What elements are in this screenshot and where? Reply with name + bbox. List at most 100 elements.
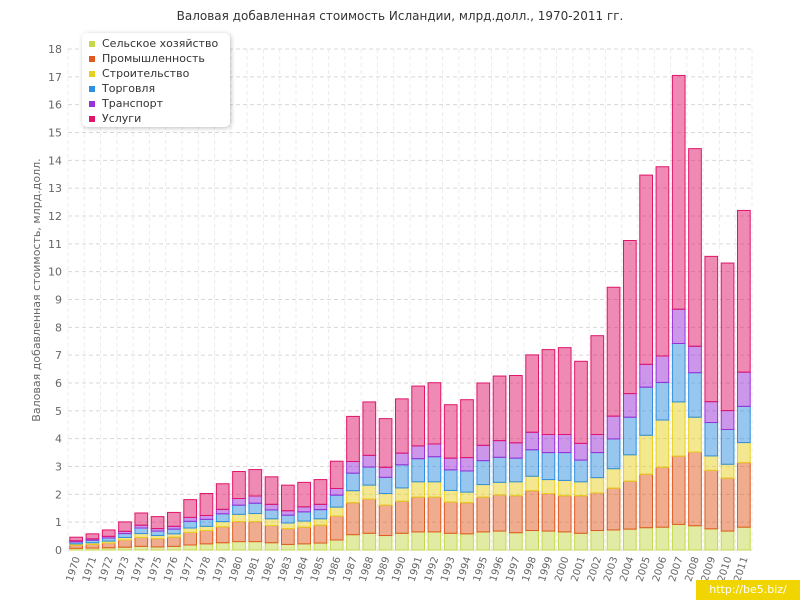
bar-1982-series-1[interactable] bbox=[264, 525, 279, 544]
bar-1992-series-4[interactable] bbox=[427, 443, 442, 458]
bar-2009-series-1[interactable] bbox=[704, 469, 719, 530]
bar-1976-series-0[interactable] bbox=[167, 545, 181, 551]
bar-1985-series-5[interactable] bbox=[313, 479, 328, 505]
bar-2000-series-0[interactable] bbox=[557, 531, 572, 551]
bar-1978-series-2[interactable] bbox=[199, 525, 214, 532]
bar-2006-series-4[interactable] bbox=[655, 355, 670, 383]
bar-1974-series-5[interactable] bbox=[134, 512, 149, 526]
bar-1988-series-0[interactable] bbox=[362, 532, 377, 551]
bar-1984-series-4[interactable] bbox=[297, 506, 311, 513]
bar-1989-series-1[interactable] bbox=[378, 504, 393, 537]
bar-1979-series-2[interactable] bbox=[215, 521, 230, 528]
bar-1990-series-5[interactable] bbox=[395, 398, 409, 454]
bar-1973-series-1[interactable] bbox=[118, 539, 132, 548]
bar-1988-series-2[interactable] bbox=[362, 484, 377, 500]
bar-1983-series-1[interactable] bbox=[281, 528, 295, 545]
bar-1976-series-5[interactable] bbox=[167, 511, 181, 527]
bar-2007-series-1[interactable] bbox=[671, 455, 686, 525]
bar-1974-series-3[interactable] bbox=[134, 527, 149, 535]
bar-1996-series-0[interactable] bbox=[492, 530, 507, 551]
bar-1980-series-2[interactable] bbox=[232, 513, 246, 523]
bar-2004-series-2[interactable] bbox=[623, 454, 637, 482]
bar-1984-series-5[interactable] bbox=[297, 481, 311, 508]
bar-1987-series-4[interactable] bbox=[346, 460, 360, 474]
bar-2010-series-2[interactable] bbox=[720, 463, 735, 479]
bar-1989-series-0[interactable] bbox=[378, 535, 393, 551]
bar-1972-series-1[interactable] bbox=[101, 542, 116, 549]
bar-1987-series-5[interactable] bbox=[346, 415, 360, 462]
bar-2009-series-0[interactable] bbox=[704, 528, 719, 551]
bar-2008-series-4[interactable] bbox=[688, 345, 702, 374]
bar-2002-series-1[interactable] bbox=[590, 492, 605, 532]
bar-1991-series-3[interactable] bbox=[411, 458, 425, 483]
bar-1991-series-5[interactable] bbox=[411, 385, 425, 447]
bar-1995-series-5[interactable] bbox=[476, 382, 491, 446]
bar-2010-series-3[interactable] bbox=[720, 428, 735, 465]
bar-2007-series-4[interactable] bbox=[671, 308, 686, 344]
bar-1990-series-3[interactable] bbox=[395, 464, 409, 489]
bar-1990-series-4[interactable] bbox=[395, 452, 409, 466]
bar-1994-series-5[interactable] bbox=[460, 399, 474, 459]
bar-2010-series-5[interactable] bbox=[720, 262, 735, 412]
bar-1979-series-1[interactable] bbox=[215, 526, 230, 544]
bar-2003-series-2[interactable] bbox=[606, 468, 621, 489]
bar-1978-series-5[interactable] bbox=[199, 492, 214, 516]
bar-1997-series-4[interactable] bbox=[509, 442, 523, 459]
bar-2004-series-0[interactable] bbox=[623, 528, 637, 551]
bar-2009-series-5[interactable] bbox=[704, 255, 719, 403]
bar-1976-series-3[interactable] bbox=[167, 528, 181, 535]
bar-2007-series-5[interactable] bbox=[671, 74, 686, 310]
bar-1986-series-3[interactable] bbox=[329, 494, 344, 508]
bar-1994-series-3[interactable] bbox=[460, 470, 474, 493]
bar-2009-series-2[interactable] bbox=[704, 455, 719, 471]
bar-1988-series-1[interactable] bbox=[362, 498, 377, 534]
bar-1989-series-2[interactable] bbox=[378, 492, 393, 506]
bar-1973-series-3[interactable] bbox=[118, 533, 132, 538]
bar-2007-series-3[interactable] bbox=[671, 342, 686, 403]
bar-1985-series-4[interactable] bbox=[313, 503, 328, 511]
bar-1994-series-4[interactable] bbox=[460, 457, 474, 472]
bar-2000-series-2[interactable] bbox=[557, 479, 572, 497]
bar-1983-series-3[interactable] bbox=[281, 514, 295, 524]
bar-1990-series-1[interactable] bbox=[395, 500, 409, 534]
bar-1985-series-2[interactable] bbox=[313, 518, 328, 526]
bar-1995-series-3[interactable] bbox=[476, 460, 491, 486]
bar-1972-series-5[interactable] bbox=[101, 529, 116, 537]
bar-2006-series-3[interactable] bbox=[655, 381, 670, 421]
bar-1989-series-5[interactable] bbox=[378, 418, 393, 468]
bar-2003-series-1[interactable] bbox=[606, 487, 621, 531]
bar-2006-series-0[interactable] bbox=[655, 526, 670, 551]
bar-1986-series-2[interactable] bbox=[329, 506, 344, 517]
bar-1996-series-4[interactable] bbox=[492, 440, 507, 458]
bar-1993-series-5[interactable] bbox=[443, 404, 458, 459]
bar-2000-series-1[interactable] bbox=[557, 495, 572, 533]
bar-2005-series-0[interactable] bbox=[639, 527, 653, 551]
bar-1975-series-5[interactable] bbox=[150, 516, 165, 530]
bar-2008-series-3[interactable] bbox=[688, 372, 702, 418]
bar-1982-series-5[interactable] bbox=[264, 476, 279, 505]
bar-1999-series-0[interactable] bbox=[541, 530, 556, 551]
bar-1971-series-1[interactable] bbox=[85, 543, 100, 549]
bar-1993-series-1[interactable] bbox=[443, 501, 458, 534]
bar-1998-series-5[interactable] bbox=[525, 354, 539, 433]
bar-1987-series-1[interactable] bbox=[346, 502, 360, 536]
bar-2003-series-4[interactable] bbox=[606, 415, 621, 440]
bar-1980-series-5[interactable] bbox=[232, 471, 246, 500]
bar-1987-series-3[interactable] bbox=[346, 472, 360, 492]
bar-2011-series-0[interactable] bbox=[737, 526, 751, 551]
bar-1993-series-4[interactable] bbox=[443, 457, 458, 471]
bar-1976-series-2[interactable] bbox=[167, 533, 181, 538]
bar-2010-series-1[interactable] bbox=[720, 477, 735, 532]
bar-1985-series-3[interactable] bbox=[313, 509, 328, 520]
bar-1975-series-1[interactable] bbox=[150, 538, 165, 548]
bar-2006-series-5[interactable] bbox=[655, 166, 670, 357]
bar-1976-series-1[interactable] bbox=[167, 536, 181, 547]
bar-1981-series-1[interactable] bbox=[248, 521, 263, 543]
bar-2002-series-5[interactable] bbox=[590, 335, 605, 435]
bar-1999-series-4[interactable] bbox=[541, 433, 556, 454]
bar-1989-series-3[interactable] bbox=[378, 476, 393, 494]
bar-1974-series-0[interactable] bbox=[134, 545, 149, 551]
bar-1984-series-1[interactable] bbox=[297, 526, 311, 545]
bar-1974-series-2[interactable] bbox=[134, 533, 149, 538]
bar-1981-series-5[interactable] bbox=[248, 469, 263, 497]
